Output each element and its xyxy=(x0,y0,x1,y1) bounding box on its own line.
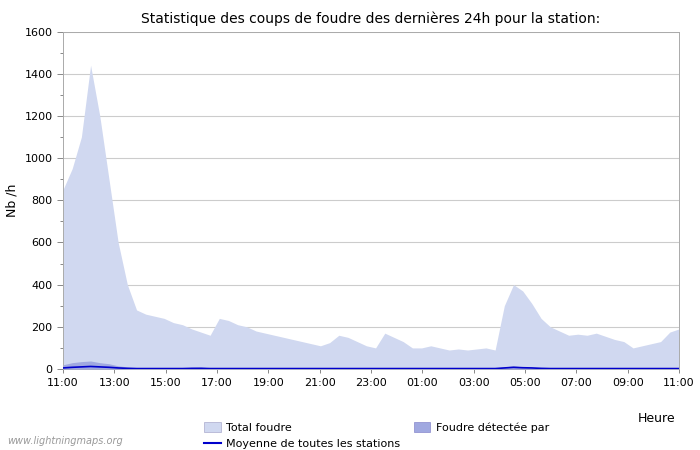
Title: Statistique des coups de foudre des dernières 24h pour la station:: Statistique des coups de foudre des dern… xyxy=(141,12,601,26)
Text: www.lightningmaps.org: www.lightningmaps.org xyxy=(7,436,122,446)
Legend: Total foudre, Moyenne de toutes les stations, Foudre détectée par: Total foudre, Moyenne de toutes les stat… xyxy=(204,422,550,449)
Y-axis label: Nb /h: Nb /h xyxy=(6,184,19,217)
Text: Heure: Heure xyxy=(638,412,676,425)
